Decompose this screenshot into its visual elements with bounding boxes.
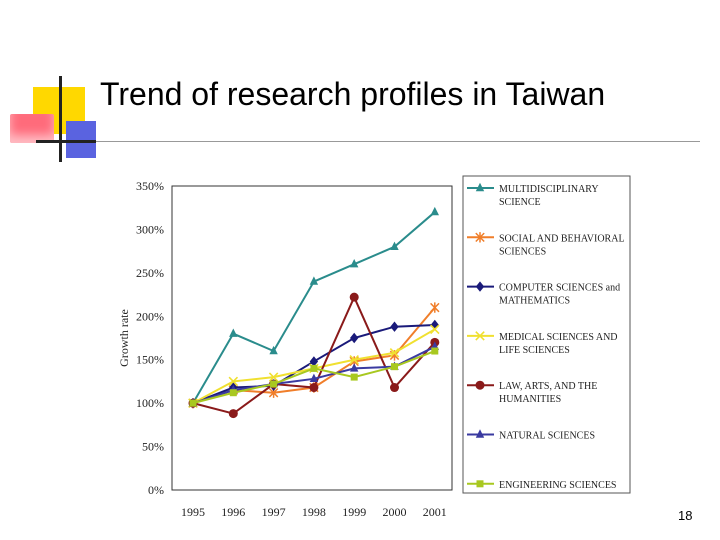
title-underline: [36, 141, 700, 142]
data-point: [430, 302, 440, 313]
data-point: [389, 348, 400, 358]
legend-label: COMPUTER SCIENCES and MATHEMATICS: [499, 283, 620, 307]
legend-label: MEDICAL SCIENCES AND LIFE SCIENCES: [499, 332, 618, 356]
data-point: [349, 292, 359, 302]
legend-marker: [476, 480, 484, 488]
decor-vertical-line: [59, 76, 62, 162]
data-point: [350, 258, 359, 268]
data-point: [229, 389, 237, 397]
data-point: [309, 276, 319, 285]
data-point: [229, 328, 238, 337]
data-point: [390, 321, 399, 332]
data-point: [309, 383, 319, 393]
y-tick-label: 0%: [148, 483, 164, 497]
legend-label: NATURAL SCIENCES: [499, 431, 595, 442]
slide-title: Trend of research profiles in Taiwan: [100, 76, 606, 112]
decor-horizontal-line: [36, 140, 96, 143]
legend-label: MULTIDISCIPLINARY SCIENCE: [499, 184, 599, 208]
data-point: [228, 409, 238, 419]
y-tick-label: 300%: [136, 222, 164, 236]
x-tick-label: 2001: [423, 505, 447, 519]
y-tick-label: 100%: [136, 396, 164, 410]
data-point: [430, 206, 439, 216]
y-tick-label: 200%: [136, 309, 164, 323]
data-point: [269, 345, 278, 355]
y-tick-label: 150%: [136, 353, 164, 367]
x-tick-label: 2000: [383, 505, 407, 519]
plot-area: [171, 185, 453, 491]
page-number: 18: [678, 508, 693, 523]
legend-label: SOCIAL AND BEHAVIORAL SCIENCES: [499, 233, 625, 257]
x-tick-label: 1998: [302, 505, 326, 519]
data-point: [268, 372, 279, 382]
legend-marker: [475, 281, 485, 292]
legend-marker: [475, 331, 485, 341]
data-point: [309, 356, 319, 367]
legend-marker: [475, 429, 485, 438]
legend-marker: [475, 182, 485, 192]
data-point: [350, 373, 358, 381]
x-tick-label: 1995: [181, 505, 205, 519]
data-point: [391, 363, 398, 371]
y-tick-label: 50%: [142, 440, 164, 454]
data-point: [350, 363, 359, 372]
x-tick-label: 1997: [262, 505, 286, 519]
legend-label: LAW, ARTS, AND THE HUMANITIES: [499, 381, 597, 405]
data-point: [431, 347, 439, 355]
data-point: [349, 354, 359, 365]
decor-pink-bar: [10, 114, 54, 143]
series-line-5: [192, 294, 436, 415]
legend-label: ENGINEERING SCIENCES: [499, 480, 617, 491]
data-point: [350, 332, 359, 344]
x-tick-label: 1996: [221, 505, 245, 519]
data-point: [228, 376, 239, 387]
data-point: [430, 324, 440, 335]
y-tick-label: 250%: [136, 266, 164, 280]
data-point: [310, 364, 318, 372]
data-point: [309, 373, 319, 383]
legend-marker: [475, 232, 485, 243]
y-axis-label: Growth rate: [117, 309, 131, 367]
legend-marker: [475, 380, 485, 390]
x-tick-label: 1999: [342, 505, 366, 519]
data-point: [390, 383, 399, 393]
data-point: [189, 399, 197, 407]
data-point: [270, 380, 278, 388]
legend-box: [462, 175, 631, 494]
data-point: [390, 241, 399, 250]
y-tick-label: 350%: [136, 179, 164, 193]
decor-blue-square: [66, 121, 96, 158]
